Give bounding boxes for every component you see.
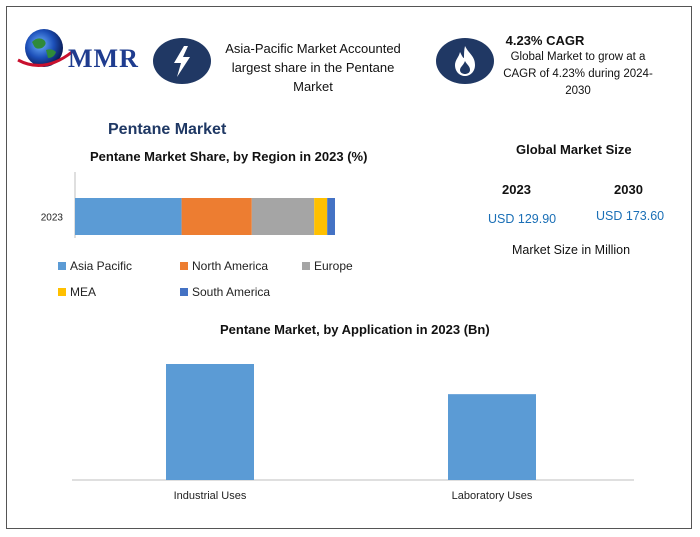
highlight-text: Asia-Pacific Market Accounted largest sh… xyxy=(225,41,401,94)
global-market-title: Global Market Size xyxy=(516,142,632,157)
legend-swatch xyxy=(302,262,310,270)
region-bar-segment-asia-pacific xyxy=(75,198,182,235)
legend-label: North America xyxy=(192,259,269,273)
region-chart-category-label: 2023 xyxy=(41,213,64,224)
legend-label: Asia Pacific xyxy=(70,259,133,273)
legend-swatch xyxy=(180,262,188,270)
year-2023: 2023 xyxy=(502,182,531,197)
legend-mea: MEA xyxy=(58,285,96,299)
application-chart: Industrial Uses Laboratory Uses xyxy=(72,364,634,502)
logo-text: MMR xyxy=(68,44,139,73)
legend-north-america: North America xyxy=(180,259,268,273)
legend-swatch xyxy=(58,262,66,270)
cagr-text: Global Market to grow at a CAGR of 4.23%… xyxy=(503,51,653,97)
year-2030: 2030 xyxy=(614,182,643,197)
market-size-note: Market Size in Million xyxy=(512,243,631,257)
region-bar-segment-south-america xyxy=(327,198,335,235)
application-chart-title: Pentane Market, by Application in 2023 (… xyxy=(220,322,490,337)
lightning-bolt-icon xyxy=(153,38,211,84)
market-value-2030: USD 173.60 xyxy=(596,209,665,223)
market-value-2023: USD 129.90 xyxy=(488,212,557,226)
application-category-label: Laboratory Uses xyxy=(452,490,533,502)
globe-icon xyxy=(17,29,73,67)
legend-south-america: South America xyxy=(180,285,270,299)
application-bar-2 xyxy=(448,394,536,480)
region-share-chart: 2023 xyxy=(41,172,335,238)
region-bar-segment-europe xyxy=(251,198,315,235)
legend-label: Europe xyxy=(314,259,353,273)
region-chart-title: Pentane Market Share, by Region in 2023 … xyxy=(90,149,368,164)
cagr-title: 4.23% CAGR xyxy=(505,33,585,48)
application-bar-1 xyxy=(166,364,254,480)
infographic-frame xyxy=(6,6,692,529)
application-category-label: Industrial Uses xyxy=(174,490,247,502)
legend-europe: Europe xyxy=(302,259,353,273)
legend-label: South America xyxy=(192,285,271,299)
region-bar-segment-mea xyxy=(314,198,328,235)
flame-icon xyxy=(436,38,494,84)
legend-label: MEA xyxy=(70,285,97,299)
region-bar-segment-north-america xyxy=(181,198,252,235)
legend-swatch xyxy=(58,288,66,296)
page-title: Pentane Market xyxy=(108,121,227,138)
legend-asia-pacific: Asia Pacific xyxy=(58,259,132,273)
legend-swatch xyxy=(180,288,188,296)
